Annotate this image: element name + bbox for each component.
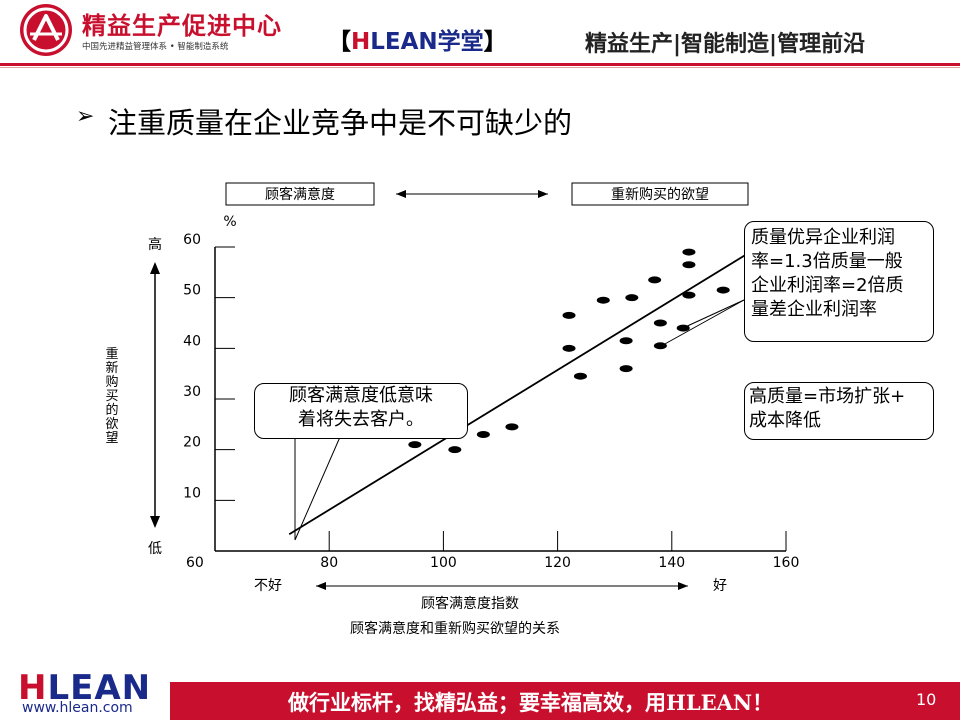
callout-rt-line-2: 率=1.3倍质量一般 bbox=[751, 251, 903, 272]
callout-rm-line-1: 高质量=市场扩张+ bbox=[749, 386, 906, 407]
top-label-right: 重新购买的欲望 bbox=[611, 187, 709, 203]
footer-bar bbox=[170, 682, 960, 720]
y-axis-title-char: 重 bbox=[105, 346, 118, 362]
y-axis-title-char: 望 bbox=[105, 430, 118, 446]
callout-profit-rate: 质量优异企业利润 率=1.3倍质量一般 企业利润率=2倍质 量差企业利润率 bbox=[744, 221, 934, 342]
chart-title: 顾客满意度和重新购买欲望的关系 bbox=[350, 620, 560, 637]
x-ticks: 60 80 100 120 140 160 bbox=[186, 531, 799, 571]
org-logo-icon bbox=[20, 4, 72, 56]
footer-slogan: 做行业标杆，找精弘益；要幸福高效，用HLEAN！ bbox=[288, 690, 774, 715]
x-tick-label: 120 bbox=[544, 555, 571, 571]
scatter-point bbox=[476, 430, 490, 438]
x-tick-label: 80 bbox=[320, 555, 338, 571]
y-axis-title-char: 买 bbox=[105, 389, 118, 404]
org-subtitle: 中国先进精益管理体系 • 智能制造系统 bbox=[82, 42, 229, 52]
footer-logo-h: H bbox=[18, 668, 48, 708]
scatter-point bbox=[619, 365, 633, 373]
callout-left-line-2: 着将失去客户。 bbox=[298, 409, 424, 430]
x-tick-label: 160 bbox=[773, 555, 800, 571]
pointer-right-1 bbox=[662, 299, 745, 346]
footer-logo: HLEAN bbox=[18, 668, 151, 708]
x-axis-title: 顾客满意度指数 bbox=[421, 595, 519, 612]
brand-open-bracket: 【 bbox=[328, 29, 351, 55]
scatter-point bbox=[408, 441, 422, 449]
top-label-left: 顾客满意度 bbox=[265, 186, 335, 203]
top-label-left-box bbox=[225, 182, 375, 206]
y-ticks: 10 20 30 40 50 60 bbox=[183, 232, 235, 501]
brand-close-bracket: 】 bbox=[483, 29, 507, 55]
pointer-right-2 bbox=[682, 299, 745, 329]
scatter-point bbox=[682, 291, 696, 299]
y-tick-label: 20 bbox=[183, 435, 201, 451]
scatter-point bbox=[676, 324, 690, 332]
scatter-point bbox=[682, 261, 696, 269]
header-divider bbox=[0, 63, 960, 66]
callout-pointers bbox=[294, 299, 745, 541]
header: 精益生产促进中心 中国先进精益管理体系 • 智能制造系统 【HLEAN学堂】 精… bbox=[0, 0, 960, 68]
y-tick-label: 30 bbox=[183, 384, 201, 400]
y-axis-title-char: 购 bbox=[105, 374, 118, 390]
scatter-point bbox=[573, 372, 587, 380]
scatter-point bbox=[596, 296, 610, 304]
scatter-point bbox=[716, 286, 730, 294]
page-title: 注重质量在企业竞争中是不可缺少的 bbox=[108, 106, 573, 140]
y-axis-title-char: 的 bbox=[105, 402, 118, 418]
x-low-label: 不好 bbox=[254, 578, 282, 594]
x-tick-label: 140 bbox=[658, 555, 685, 571]
scatter-point bbox=[505, 423, 519, 431]
scatter-point bbox=[653, 342, 667, 350]
callout-rm-line-2: 成本降低 bbox=[749, 410, 821, 431]
brand-h: H bbox=[351, 29, 371, 55]
scatter-point bbox=[625, 294, 639, 302]
footer-url[interactable]: www.hlean.com bbox=[22, 700, 133, 716]
x-tick-label: 100 bbox=[430, 555, 457, 571]
trend-line bbox=[288, 253, 747, 536]
scatter-point bbox=[619, 337, 633, 345]
x-tick-label: 60 bbox=[186, 555, 204, 571]
callout-rt-line-1: 质量优异企业利润 bbox=[751, 227, 895, 248]
scatter-point bbox=[648, 276, 662, 284]
y-high-label: 高 bbox=[148, 236, 162, 253]
y-tick-label: 50 bbox=[183, 283, 201, 299]
callout-high-quality: 高质量=市场扩张+ 成本降低 bbox=[744, 382, 934, 440]
callout-left-line-1: 顾客满意度低意味 bbox=[289, 385, 433, 406]
callout-rt-line-4: 量差企业利润率 bbox=[751, 299, 877, 320]
bullet-arrow-icon: ➢ bbox=[76, 104, 95, 129]
scatter-point bbox=[448, 446, 462, 454]
header-slogan: 精益生产|智能制造|管理前沿 bbox=[585, 32, 866, 57]
scatter-point bbox=[682, 248, 696, 256]
brand-lean: LEAN bbox=[370, 29, 438, 55]
header-divider-thin bbox=[0, 67, 960, 68]
top-label-right-box bbox=[571, 182, 749, 206]
scatter-point bbox=[562, 311, 576, 319]
y-tick-label: 60 bbox=[183, 232, 201, 248]
x-high-label: 好 bbox=[713, 578, 727, 594]
y-tick-label: 40 bbox=[183, 333, 201, 349]
trend-line-group bbox=[288, 253, 747, 536]
org-name: 精益生产促进中心 bbox=[82, 12, 282, 40]
callout-low-satisfaction: 顾客满意度低意味 着将失去客户。 bbox=[254, 383, 468, 439]
pointer-left-2 bbox=[294, 436, 341, 541]
y-tick-label: 10 bbox=[183, 485, 201, 501]
y-axis-title-char: 新 bbox=[105, 360, 118, 376]
scatter-point bbox=[562, 344, 576, 352]
brand-title: 【HLEAN学堂】 bbox=[328, 22, 507, 56]
page-number: 10 bbox=[916, 690, 937, 709]
y-low-label: 低 bbox=[148, 541, 162, 557]
y-unit-label: % bbox=[223, 214, 236, 230]
scatter-point bbox=[653, 319, 667, 327]
footer-logo-rest: LEAN bbox=[47, 668, 152, 708]
y-axis-title-char: 欲 bbox=[105, 416, 118, 432]
brand-xuetang: 学堂 bbox=[437, 29, 484, 55]
callout-rt-line-3: 企业利润率=2倍质 bbox=[751, 275, 904, 296]
y-axis-title: 重新购买的欲望 bbox=[105, 346, 118, 446]
